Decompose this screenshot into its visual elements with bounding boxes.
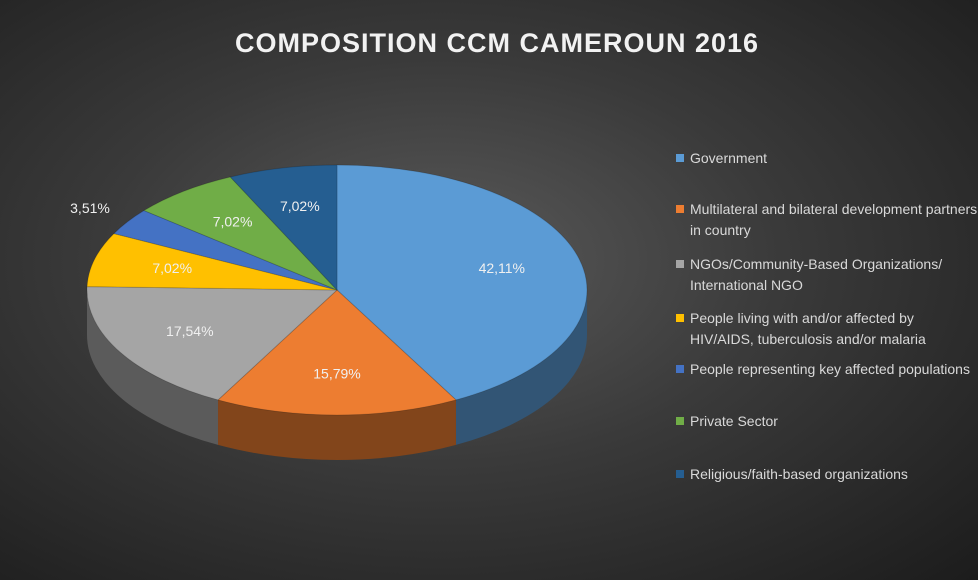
slice — [142, 176, 338, 291]
data-label: 42,11% — [479, 260, 525, 276]
slice-top — [142, 176, 338, 291]
data-label: 7,02% — [152, 260, 192, 276]
legend-item: Private Sector — [676, 411, 978, 432]
slice — [336, 164, 588, 445]
slice-top — [86, 233, 338, 291]
data-label: 15,79% — [313, 366, 360, 382]
slice-side — [455, 290, 587, 445]
chart-title: COMPOSITION CCM CAMEROUN 2016 — [235, 28, 759, 58]
slice-side — [218, 399, 456, 461]
legend-item: People living with and/or affected by HI… — [676, 308, 978, 350]
legend-item: Multilateral and bilateral development p… — [676, 199, 978, 241]
slice-top — [336, 164, 588, 401]
slice-top — [86, 286, 339, 401]
legend-label: Multilateral and bilateral development p… — [690, 201, 978, 238]
data-label: 3,51% — [70, 200, 110, 216]
legend-swatch — [676, 365, 684, 373]
slice-top — [229, 164, 338, 292]
legend-label: Private Sector — [690, 413, 778, 429]
legend-label: Government — [690, 150, 768, 166]
legend-item: Government — [676, 148, 978, 169]
legend-swatch — [676, 314, 684, 322]
slice — [229, 164, 338, 292]
slice — [86, 286, 339, 445]
legend-swatch — [676, 417, 684, 425]
slice — [86, 233, 338, 291]
slice — [112, 209, 338, 291]
legend-item: Religious/faith-based organizations — [676, 464, 978, 485]
legend-label: People living with and/or affected by HI… — [690, 310, 926, 347]
data-label: 7,02% — [280, 198, 320, 214]
legend-label: People representing key affected populat… — [690, 361, 970, 377]
legend-label: NGOs/Community-Based Organizations/ Inte… — [690, 256, 943, 293]
slice-top — [217, 289, 457, 416]
slice-side — [87, 290, 219, 445]
legend-item: People representing key affected populat… — [676, 359, 978, 380]
data-label: 7,02% — [213, 214, 253, 230]
slice — [217, 289, 457, 461]
legend-swatch — [676, 470, 684, 478]
slice-top — [112, 209, 338, 291]
legend-item: NGOs/Community-Based Organizations/ Inte… — [676, 254, 978, 296]
data-label: 17,54% — [166, 323, 213, 339]
legend-label: Religious/faith-based organizations — [690, 466, 908, 482]
legend-swatch — [676, 154, 684, 162]
legend-swatch — [676, 260, 684, 268]
legend-swatch — [676, 205, 684, 213]
